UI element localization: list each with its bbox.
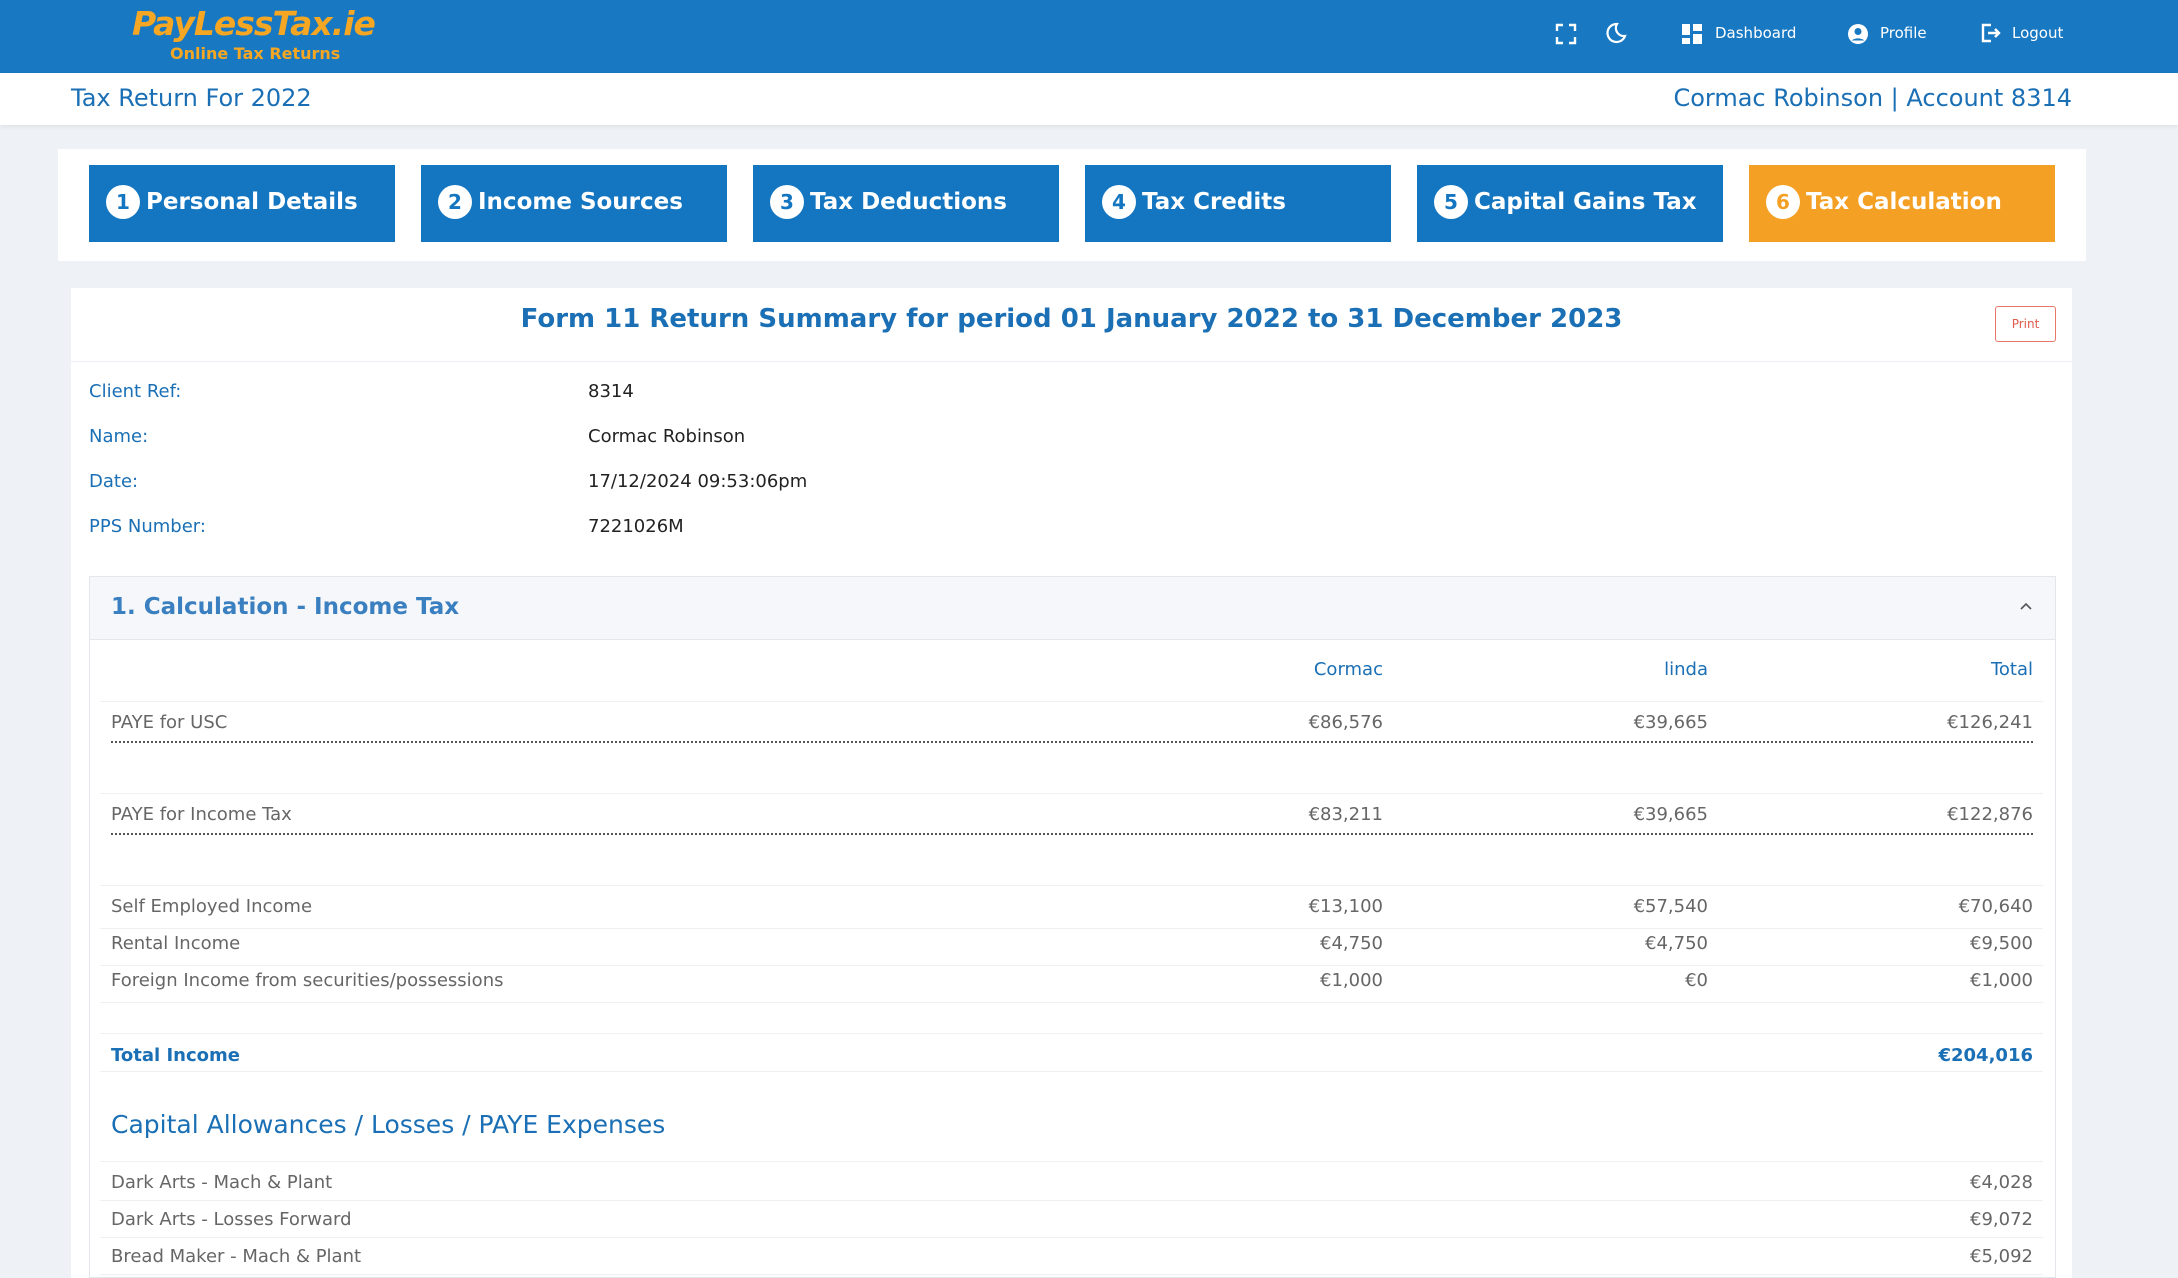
allowance-value: €5,092 bbox=[1970, 1246, 2033, 1267]
row-value: €4,750 bbox=[1645, 933, 1708, 954]
total-value: €204,016 bbox=[1938, 1045, 2033, 1066]
row-divider bbox=[100, 1274, 2043, 1275]
row-value: €1,000 bbox=[1970, 970, 2033, 991]
tab-label: Tax Calculation bbox=[1806, 189, 2002, 215]
info-value: Cormac Robinson bbox=[588, 426, 746, 447]
row-label: Foreign Income from securities/possessio… bbox=[111, 970, 504, 991]
top-bar bbox=[0, 0, 2178, 73]
tab-label: Capital Gains Tax bbox=[1474, 189, 1697, 215]
row-divider bbox=[100, 928, 2043, 929]
row-value: €0 bbox=[1685, 970, 1708, 991]
column-header: linda bbox=[1664, 659, 1708, 680]
row-value: €126,241 bbox=[1947, 712, 2033, 733]
tab[interactable] bbox=[1085, 165, 1391, 242]
tab[interactable] bbox=[89, 165, 395, 242]
row-divider bbox=[100, 1002, 2043, 1003]
row-divider bbox=[100, 1161, 2043, 1162]
allowance-label: Dark Arts - Mach & Plant bbox=[111, 1172, 333, 1193]
row-value: €39,665 bbox=[1633, 712, 1708, 733]
column-header: Cormac bbox=[1313, 659, 1383, 680]
dark-mode-icon[interactable] bbox=[1605, 22, 1627, 44]
info-label: Client Ref: bbox=[89, 381, 182, 402]
row-value: €13,100 bbox=[1308, 896, 1383, 917]
dashboard-icon[interactable] bbox=[1682, 24, 1702, 44]
row-value: €57,540 bbox=[1633, 896, 1708, 917]
info-label: PPS Number: bbox=[89, 516, 206, 537]
tab[interactable] bbox=[1417, 165, 1723, 242]
tab[interactable] bbox=[753, 165, 1059, 242]
row-dotted bbox=[111, 741, 2033, 743]
row-divider bbox=[100, 1071, 2043, 1072]
row-value: €9,500 bbox=[1970, 933, 2033, 954]
nav-link[interactable]: Profile bbox=[1880, 24, 1927, 42]
nav-link[interactable]: Dashboard bbox=[1715, 24, 1797, 42]
row-label: PAYE for USC bbox=[111, 712, 228, 733]
info-label: Name: bbox=[89, 426, 149, 447]
print-button[interactable]: Print bbox=[1995, 306, 2056, 342]
section-header bbox=[90, 577, 2055, 640]
info-label: Date: bbox=[89, 471, 139, 492]
row-value: €122,876 bbox=[1947, 804, 2033, 825]
allowance-label: Bread Maker - Mach & Plant bbox=[111, 1246, 362, 1267]
account-info: Cormac Robinson | Account 8314 bbox=[1673, 84, 2072, 112]
subheading: Capital Allowances / Losses / PAYE Expen… bbox=[111, 1110, 666, 1139]
row-value: €86,576 bbox=[1308, 712, 1383, 733]
row-value: €39,665 bbox=[1633, 804, 1708, 825]
nav-link[interactable]: Logout bbox=[2012, 24, 2064, 42]
tab[interactable] bbox=[421, 165, 727, 242]
collapse-chevron[interactable] bbox=[2019, 601, 2033, 611]
summary-title: Form 11 Return Summary for period 01 Jan… bbox=[520, 304, 1623, 334]
tab-number: 3 bbox=[770, 185, 804, 219]
row-divider bbox=[100, 1033, 2043, 1034]
tab-label: Tax Deductions bbox=[810, 189, 1007, 215]
info-value: 7221026M bbox=[588, 516, 684, 537]
tab-label: Income Sources bbox=[478, 189, 683, 215]
page-title: Tax Return For 2022 bbox=[71, 84, 312, 112]
row-label: PAYE for Income Tax bbox=[111, 804, 292, 825]
tab-number: 6 bbox=[1766, 185, 1800, 219]
row-label: Self Employed Income bbox=[111, 896, 313, 917]
summary-card bbox=[71, 288, 2072, 1278]
row-divider bbox=[100, 1237, 2043, 1238]
tab-number: 5 bbox=[1434, 185, 1468, 219]
tab-number: 2 bbox=[438, 185, 472, 219]
row-value: €1,000 bbox=[1320, 970, 1383, 991]
logo-subtitle: Online Tax Returns bbox=[170, 44, 341, 63]
row-divider bbox=[100, 965, 2043, 966]
logo[interactable]: PayLessTax.ie bbox=[132, 4, 376, 43]
section-box bbox=[89, 576, 2056, 1278]
tab[interactable] bbox=[1749, 165, 2055, 242]
logout-icon[interactable] bbox=[1979, 22, 2001, 44]
tab-label: Personal Details bbox=[146, 189, 358, 215]
column-header: Total bbox=[1990, 659, 2033, 680]
row-divider bbox=[100, 885, 2043, 886]
allowance-label: Dark Arts - Losses Forward bbox=[111, 1209, 352, 1230]
info-value: 17/12/2024 09:53:06pm bbox=[588, 471, 808, 492]
row-dotted bbox=[111, 833, 2033, 835]
tab-number: 1 bbox=[106, 185, 140, 219]
row-divider bbox=[100, 701, 2043, 702]
total-label: Total Income bbox=[111, 1045, 240, 1066]
row-label: Rental Income bbox=[111, 933, 241, 954]
allowance-value: €9,072 bbox=[1970, 1209, 2033, 1230]
allowance-value: €4,028 bbox=[1970, 1172, 2033, 1193]
row-value: €70,640 bbox=[1958, 896, 2033, 917]
tabs-card bbox=[58, 149, 2086, 261]
row-value: €4,750 bbox=[1320, 933, 1383, 954]
info-value: 8314 bbox=[588, 381, 634, 402]
card-divider bbox=[71, 361, 2072, 362]
row-value: €83,211 bbox=[1308, 804, 1383, 825]
fullscreen-icon[interactable] bbox=[1555, 23, 1577, 45]
row-divider bbox=[100, 793, 2043, 794]
row-divider bbox=[100, 1200, 2043, 1201]
profile-icon[interactable] bbox=[1847, 23, 1869, 45]
section-title: 1. Calculation - Income Tax bbox=[111, 594, 460, 620]
tab-label: Tax Credits bbox=[1142, 189, 1286, 215]
sub-bar bbox=[0, 73, 2178, 125]
tab-number: 4 bbox=[1102, 185, 1136, 219]
